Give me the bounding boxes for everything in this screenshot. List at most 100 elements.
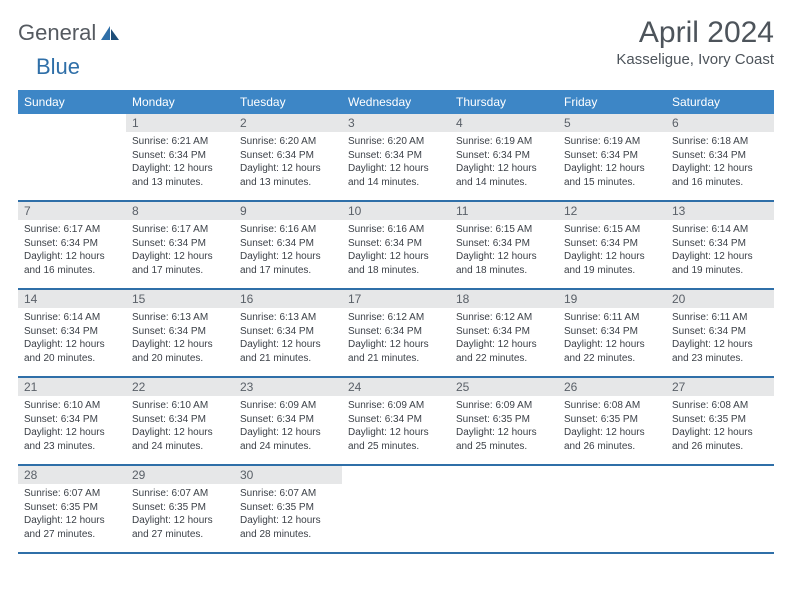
day-number: 18	[450, 290, 558, 308]
sunrise-text: Sunrise: 6:15 AM	[456, 223, 552, 237]
sunrise-text: Sunrise: 6:21 AM	[132, 135, 228, 149]
daylight-text: Daylight: 12 hours and 15 minutes.	[564, 162, 660, 189]
calendar-week-row: 21Sunrise: 6:10 AMSunset: 6:34 PMDayligh…	[18, 377, 774, 465]
day-details: Sunrise: 6:12 AMSunset: 6:34 PMDaylight:…	[342, 308, 450, 369]
daylight-text: Daylight: 12 hours and 16 minutes.	[672, 162, 768, 189]
sunset-text: Sunset: 6:34 PM	[564, 325, 660, 339]
day-number: 15	[126, 290, 234, 308]
calendar-day-cell: 17Sunrise: 6:12 AMSunset: 6:34 PMDayligh…	[342, 289, 450, 377]
sunrise-text: Sunrise: 6:10 AM	[24, 399, 120, 413]
day-details: Sunrise: 6:19 AMSunset: 6:34 PMDaylight:…	[558, 132, 666, 193]
day-number: 9	[234, 202, 342, 220]
calendar-day-cell: 22Sunrise: 6:10 AMSunset: 6:34 PMDayligh…	[126, 377, 234, 465]
day-details: Sunrise: 6:16 AMSunset: 6:34 PMDaylight:…	[342, 220, 450, 281]
day-number: 27	[666, 378, 774, 396]
day-number: 26	[558, 378, 666, 396]
daylight-text: Daylight: 12 hours and 28 minutes.	[240, 514, 336, 541]
day-details: Sunrise: 6:18 AMSunset: 6:34 PMDaylight:…	[666, 132, 774, 193]
calendar-day-cell: 13Sunrise: 6:14 AMSunset: 6:34 PMDayligh…	[666, 201, 774, 289]
sunrise-text: Sunrise: 6:20 AM	[348, 135, 444, 149]
calendar-day-cell: 19Sunrise: 6:11 AMSunset: 6:34 PMDayligh…	[558, 289, 666, 377]
daylight-text: Daylight: 12 hours and 22 minutes.	[564, 338, 660, 365]
sunset-text: Sunset: 6:34 PM	[348, 325, 444, 339]
daylight-text: Daylight: 12 hours and 23 minutes.	[24, 426, 120, 453]
sunset-text: Sunset: 6:34 PM	[24, 413, 120, 427]
daylight-text: Daylight: 12 hours and 14 minutes.	[348, 162, 444, 189]
daylight-text: Daylight: 12 hours and 13 minutes.	[132, 162, 228, 189]
brand-word-2: Blue	[36, 56, 80, 78]
sunrise-text: Sunrise: 6:11 AM	[672, 311, 768, 325]
sunrise-text: Sunrise: 6:20 AM	[240, 135, 336, 149]
day-details: Sunrise: 6:11 AMSunset: 6:34 PMDaylight:…	[666, 308, 774, 369]
sunrise-text: Sunrise: 6:09 AM	[348, 399, 444, 413]
sunset-text: Sunset: 6:34 PM	[132, 237, 228, 251]
daylight-text: Daylight: 12 hours and 24 minutes.	[132, 426, 228, 453]
sunset-text: Sunset: 6:34 PM	[132, 149, 228, 163]
day-number: 7	[18, 202, 126, 220]
calendar-day-cell: 15Sunrise: 6:13 AMSunset: 6:34 PMDayligh…	[126, 289, 234, 377]
sunrise-text: Sunrise: 6:14 AM	[24, 311, 120, 325]
day-details: Sunrise: 6:07 AMSunset: 6:35 PMDaylight:…	[126, 484, 234, 545]
day-number: 21	[18, 378, 126, 396]
title-block: April 2024 Kasseligue, Ivory Coast	[616, 16, 774, 68]
sunrise-text: Sunrise: 6:12 AM	[348, 311, 444, 325]
day-number: 13	[666, 202, 774, 220]
day-number: 25	[450, 378, 558, 396]
sunrise-text: Sunrise: 6:08 AM	[564, 399, 660, 413]
daylight-text: Daylight: 12 hours and 26 minutes.	[564, 426, 660, 453]
day-details: Sunrise: 6:09 AMSunset: 6:34 PMDaylight:…	[342, 396, 450, 457]
sunset-text: Sunset: 6:34 PM	[240, 237, 336, 251]
sunset-text: Sunset: 6:35 PM	[456, 413, 552, 427]
day-number: 24	[342, 378, 450, 396]
calendar-day-cell: 2Sunrise: 6:20 AMSunset: 6:34 PMDaylight…	[234, 114, 342, 201]
sunrise-text: Sunrise: 6:18 AM	[672, 135, 768, 149]
sunset-text: Sunset: 6:34 PM	[132, 413, 228, 427]
sunset-text: Sunset: 6:35 PM	[24, 501, 120, 515]
sunrise-text: Sunrise: 6:11 AM	[564, 311, 660, 325]
sunrise-text: Sunrise: 6:17 AM	[24, 223, 120, 237]
sunrise-text: Sunrise: 6:07 AM	[132, 487, 228, 501]
sail-icon	[100, 25, 120, 43]
day-details: Sunrise: 6:08 AMSunset: 6:35 PMDaylight:…	[666, 396, 774, 457]
day-details: Sunrise: 6:14 AMSunset: 6:34 PMDaylight:…	[18, 308, 126, 369]
sunrise-text: Sunrise: 6:09 AM	[240, 399, 336, 413]
sunset-text: Sunset: 6:34 PM	[456, 325, 552, 339]
sunset-text: Sunset: 6:34 PM	[240, 149, 336, 163]
daylight-text: Daylight: 12 hours and 18 minutes.	[348, 250, 444, 277]
calendar-table: SundayMondayTuesdayWednesdayThursdayFrid…	[18, 90, 774, 554]
daylight-text: Daylight: 12 hours and 19 minutes.	[564, 250, 660, 277]
calendar-day-cell: 4Sunrise: 6:19 AMSunset: 6:34 PMDaylight…	[450, 114, 558, 201]
weekday-header: Tuesday	[234, 90, 342, 114]
day-details: Sunrise: 6:13 AMSunset: 6:34 PMDaylight:…	[126, 308, 234, 369]
sunrise-text: Sunrise: 6:13 AM	[240, 311, 336, 325]
day-details: Sunrise: 6:15 AMSunset: 6:34 PMDaylight:…	[558, 220, 666, 281]
calendar-empty-cell	[450, 465, 558, 553]
calendar-day-cell: 25Sunrise: 6:09 AMSunset: 6:35 PMDayligh…	[450, 377, 558, 465]
day-number: 4	[450, 114, 558, 132]
calendar-week-row: 7Sunrise: 6:17 AMSunset: 6:34 PMDaylight…	[18, 201, 774, 289]
daylight-text: Daylight: 12 hours and 27 minutes.	[132, 514, 228, 541]
daylight-text: Daylight: 12 hours and 26 minutes.	[672, 426, 768, 453]
day-number: 8	[126, 202, 234, 220]
calendar-day-cell: 30Sunrise: 6:07 AMSunset: 6:35 PMDayligh…	[234, 465, 342, 553]
day-details: Sunrise: 6:17 AMSunset: 6:34 PMDaylight:…	[18, 220, 126, 281]
daylight-text: Daylight: 12 hours and 22 minutes.	[456, 338, 552, 365]
sunset-text: Sunset: 6:35 PM	[564, 413, 660, 427]
calendar-week-row: 28Sunrise: 6:07 AMSunset: 6:35 PMDayligh…	[18, 465, 774, 553]
weekday-header: Sunday	[18, 90, 126, 114]
day-details: Sunrise: 6:20 AMSunset: 6:34 PMDaylight:…	[342, 132, 450, 193]
day-number: 28	[18, 466, 126, 484]
day-number: 5	[558, 114, 666, 132]
sunset-text: Sunset: 6:34 PM	[564, 149, 660, 163]
day-details: Sunrise: 6:20 AMSunset: 6:34 PMDaylight:…	[234, 132, 342, 193]
day-details: Sunrise: 6:17 AMSunset: 6:34 PMDaylight:…	[126, 220, 234, 281]
calendar-day-cell: 6Sunrise: 6:18 AMSunset: 6:34 PMDaylight…	[666, 114, 774, 201]
sunset-text: Sunset: 6:35 PM	[672, 413, 768, 427]
sunrise-text: Sunrise: 6:14 AM	[672, 223, 768, 237]
sunset-text: Sunset: 6:34 PM	[24, 325, 120, 339]
day-details: Sunrise: 6:15 AMSunset: 6:34 PMDaylight:…	[450, 220, 558, 281]
day-number: 29	[126, 466, 234, 484]
day-number: 30	[234, 466, 342, 484]
daylight-text: Daylight: 12 hours and 16 minutes.	[24, 250, 120, 277]
sunset-text: Sunset: 6:34 PM	[456, 149, 552, 163]
